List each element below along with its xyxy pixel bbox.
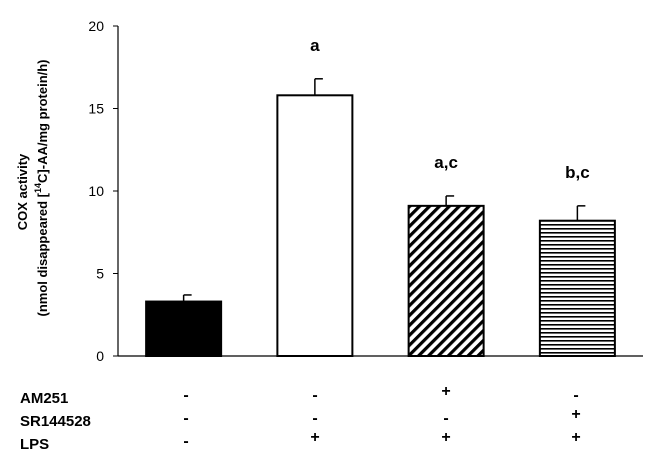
axes [117,26,643,357]
treatment-sign: + [441,383,450,400]
treatment-sign: - [443,410,448,427]
treatment-sign: - [312,410,317,427]
y-axis-ticks: 0 5 10 15 20 [88,18,118,364]
y-axis-title: COX activity (nmol disappeared [14C]-AA/… [15,59,50,316]
bar-4 [538,219,616,357]
treatment-label-am251: AM251 [20,390,68,407]
bar-1 [145,300,223,357]
treatment-sign: - [183,387,188,404]
y-tick-label: 0 [96,348,104,364]
treatment-table: AM251 - - + - SR144528 - - - + LPS - + + + [20,383,581,453]
treatment-sign: + [441,429,450,446]
treatment-sign: - [573,387,578,404]
treatment-sign: - [183,433,188,450]
treatment-label-lps: LPS [20,436,49,453]
annotation-3: a,c [434,153,458,172]
bar-2 [276,94,354,358]
annotation-2: a [310,36,320,55]
treatment-sign: - [312,387,317,404]
y-tick-label: 10 [88,183,104,199]
treatment-sign: + [571,429,580,446]
bars [145,78,616,358]
y-tick-label: 20 [88,18,104,34]
y-axis-title-post: C]-AA/mg protein/h) [35,59,50,182]
annotation-4: b,c [565,163,590,182]
bar-3 [407,204,485,357]
y-tick-label: 5 [96,266,104,282]
y-tick-label: 15 [88,101,104,117]
y-axis-title-line2: (nmol disappeared [14C]-AA/mg protein/h) [33,59,50,316]
significance-annotations: a a,c b,c [310,36,590,182]
y-axis-title-pre: (nmol disappeared [ [35,192,50,316]
treatment-label-sr144528: SR144528 [20,413,91,430]
treatment-sign: + [571,406,580,423]
y-axis-title-line1: COX activity [15,153,30,230]
y-axis-title-superscript: 14 [33,183,43,193]
treatment-sign: + [310,429,319,446]
treatment-sign: - [183,410,188,427]
